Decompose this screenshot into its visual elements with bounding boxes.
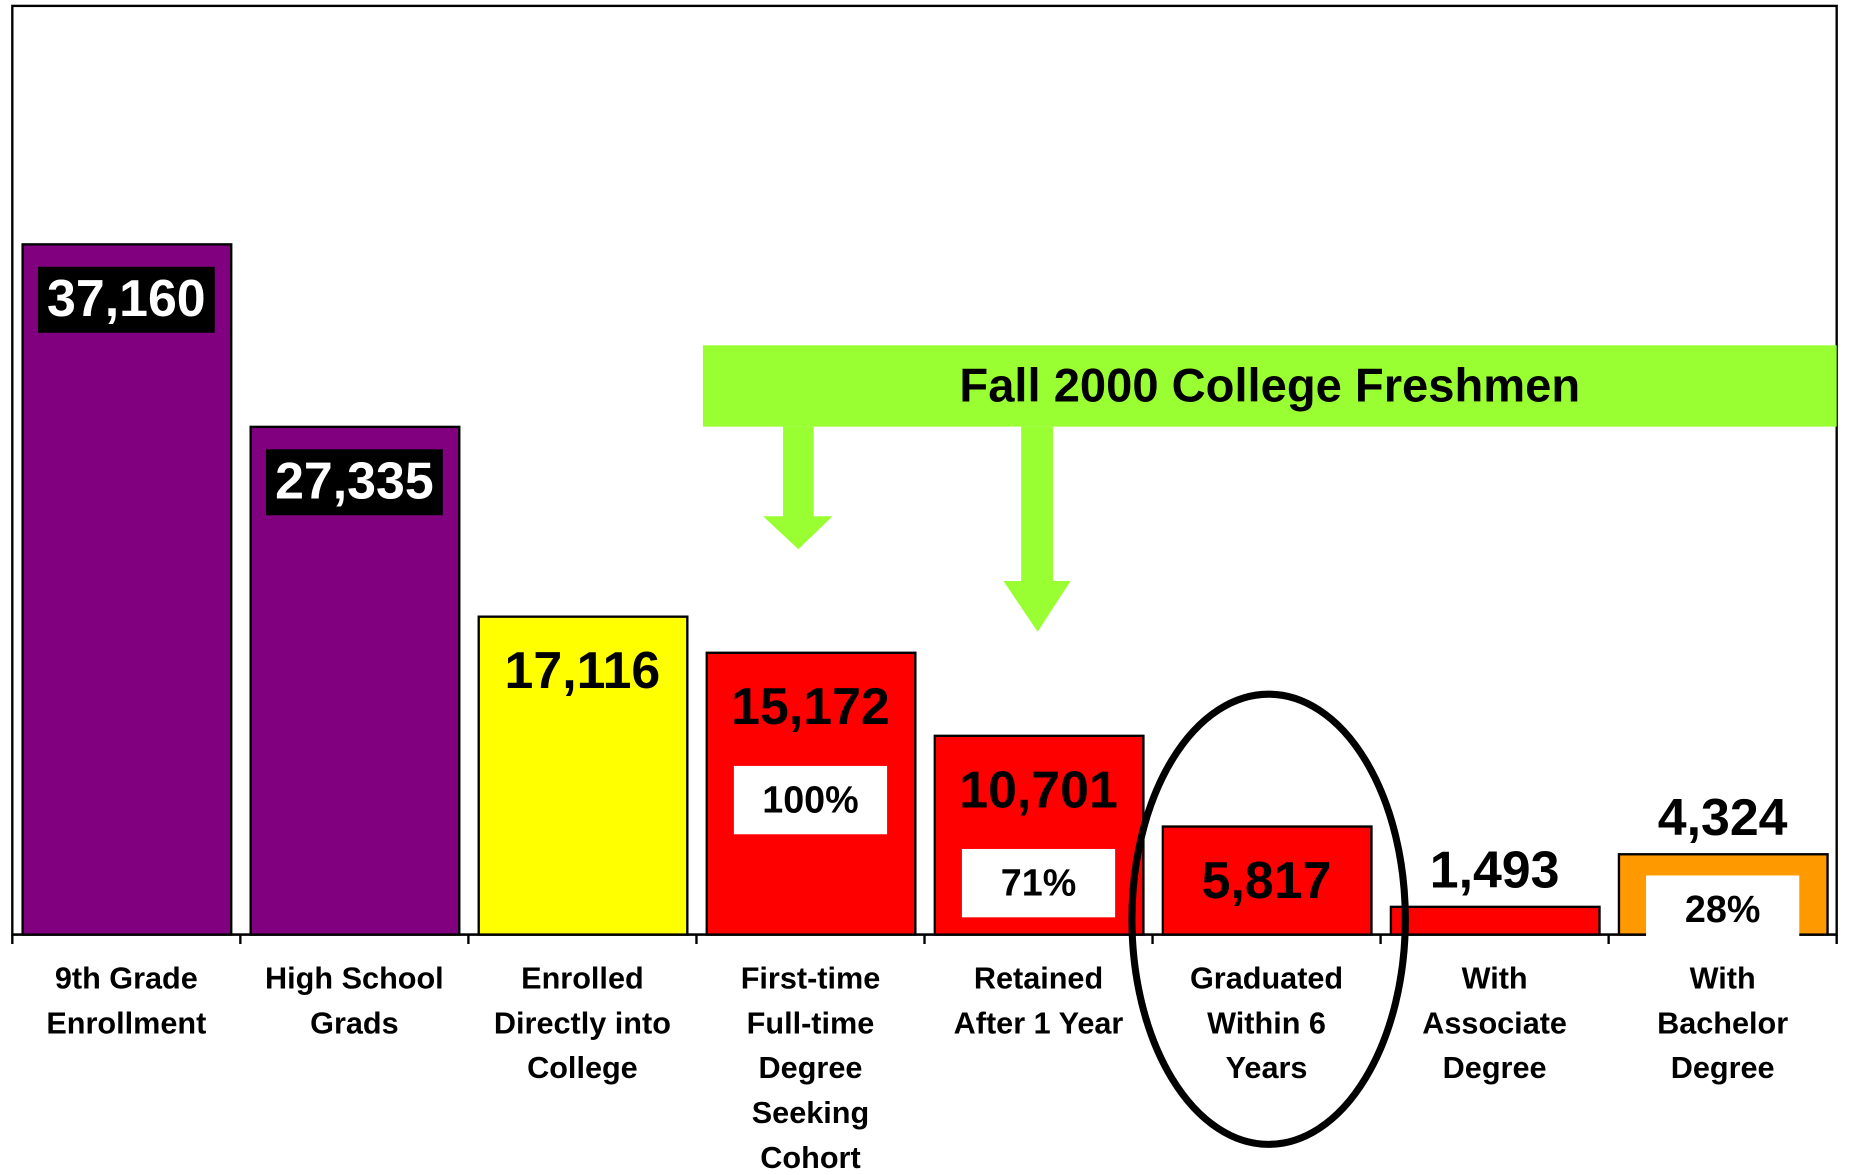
x-tick-label: Graduated — [1190, 962, 1343, 996]
x-tick-label: Degree — [759, 1051, 863, 1085]
x-tick-label: Retained — [974, 962, 1103, 996]
x-tick-label: Seeking — [752, 1096, 869, 1130]
value-label: 5,817 — [1202, 851, 1332, 909]
value-label: 27,335 — [275, 451, 434, 509]
value-label-bg — [37, 266, 215, 333]
bar — [21, 243, 233, 936]
value-label: 15,172 — [731, 677, 890, 735]
x-tick-label: High School — [265, 962, 444, 996]
x-tick-label: Years — [1226, 1051, 1308, 1085]
x-tick-label: Bachelor — [1657, 1006, 1788, 1040]
x-tick-label: Enrollment — [46, 1006, 206, 1040]
share-box — [1646, 875, 1800, 944]
arrow — [763, 426, 833, 550]
bars: 37,160 27,335 17,116 15,172 100% 10,701 71% 5,8… — [11, 243, 1838, 945]
x-tick-label: College — [527, 1051, 638, 1085]
share-label: 100% — [762, 778, 858, 820]
x-tick-label: Grads — [310, 1006, 399, 1040]
x-tick-label: Cohort — [760, 1141, 860, 1175]
highlight-ellipse — [1128, 690, 1409, 1148]
x-tick-label: Degree — [1671, 1051, 1775, 1085]
x-tick-label: Within 6 — [1207, 1006, 1326, 1040]
x-tick-label: After 1 Year — [954, 1006, 1124, 1040]
x-tick-label: First-time — [741, 962, 881, 996]
x-tick-label: Degree — [1443, 1051, 1547, 1085]
bar — [477, 615, 689, 936]
arrow — [1003, 426, 1071, 632]
x-tick-label: With — [1690, 962, 1756, 996]
x-tick-label: Full-time — [747, 1006, 875, 1040]
bar — [1389, 905, 1601, 936]
x-tick-label: Enrolled — [521, 962, 644, 996]
value-label: 10,701 — [959, 760, 1118, 818]
x-tick-label: Directly into — [494, 1006, 671, 1040]
x-tick-label: 9th Grade — [55, 962, 198, 996]
value-label: 1,493 — [1430, 841, 1560, 899]
x-tick-label: Associate — [1422, 1006, 1567, 1040]
value-label: 17,116 — [505, 641, 661, 699]
share-label: 28% — [1685, 888, 1760, 930]
x-tick-label: With — [1462, 962, 1528, 996]
value-label: 4,324 — [1658, 788, 1788, 846]
bar — [1161, 825, 1373, 936]
value-label-bg — [265, 449, 443, 516]
banner-text: Fall 2000 College Freshmen — [959, 358, 1580, 411]
share-label: 71% — [1001, 861, 1076, 903]
value-label: 37,160 — [47, 269, 206, 327]
share-box — [961, 848, 1116, 918]
share-box — [733, 765, 888, 835]
banner — [702, 345, 1837, 427]
